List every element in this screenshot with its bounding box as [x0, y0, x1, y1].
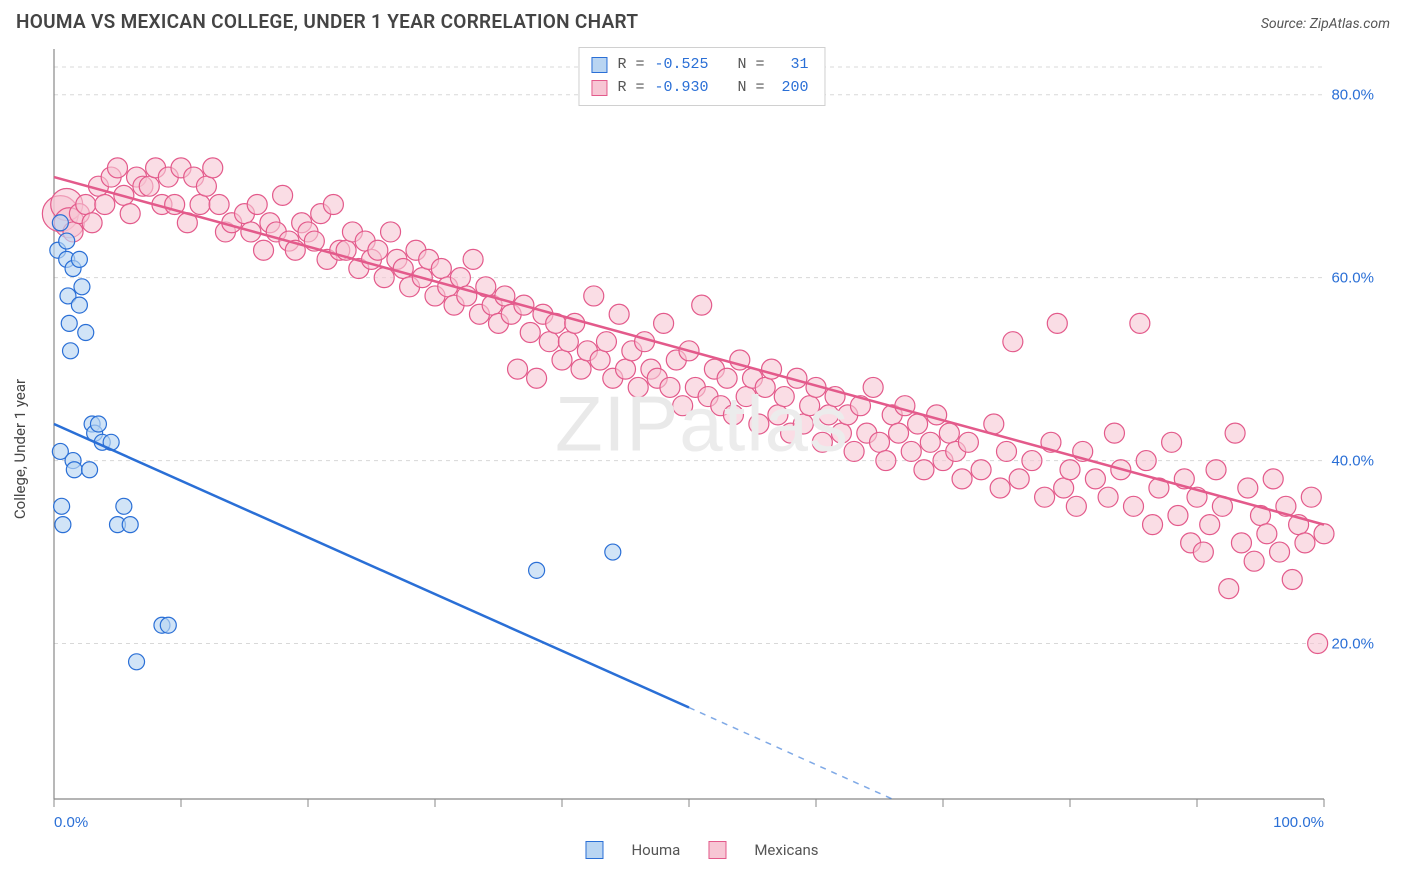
legend-label-mexicans: Mexicans	[754, 841, 818, 859]
svg-text:40.0%: 40.0%	[1331, 453, 1374, 470]
stats-row-mexicans: R = -0.930 N = 200	[591, 77, 808, 100]
y-axis-label: College, Under 1 year	[11, 379, 29, 519]
svg-text:60.0%: 60.0%	[1331, 270, 1374, 287]
stats-r-value: -0.930	[654, 77, 708, 100]
stats-r-label: R =	[617, 54, 644, 77]
legend-label-houma: Houma	[631, 841, 680, 859]
chart-title: HOUMA VS MEXICAN COLLEGE, UNDER 1 YEAR C…	[16, 10, 638, 33]
chart-area: College, Under 1 year ZIPatlas 20.0%40.0…	[14, 39, 1390, 859]
legend-swatch-mexicans	[708, 841, 726, 859]
stats-row-houma: R = -0.525 N = 31	[591, 54, 808, 77]
stats-r-label: R =	[617, 77, 644, 100]
legend-swatch-houma	[585, 841, 603, 859]
stats-r-value: -0.525	[654, 54, 708, 77]
swatch-mexicans	[591, 80, 607, 96]
svg-text:0.0%: 0.0%	[54, 814, 88, 831]
swatch-houma	[591, 57, 607, 73]
source-label: Source: ZipAtlas.com	[1261, 16, 1390, 32]
bottom-legend: Houma Mexicans	[585, 841, 818, 859]
stats-n-label: N =	[738, 54, 765, 77]
stats-box: R = -0.525 N = 31 R = -0.930 N = 200	[578, 47, 825, 106]
stats-n-value: 200	[775, 77, 809, 100]
stats-n-value: 31	[775, 54, 809, 77]
chart-svg: 20.0% 40.0% 60.0% 80.0% 0.0% 100.0%	[14, 39, 1390, 859]
svg-text:80.0%: 80.0%	[1331, 87, 1374, 104]
svg-text:100.0%: 100.0%	[1273, 814, 1324, 831]
stats-n-label: N =	[738, 77, 765, 100]
svg-text:20.0%: 20.0%	[1331, 636, 1374, 653]
